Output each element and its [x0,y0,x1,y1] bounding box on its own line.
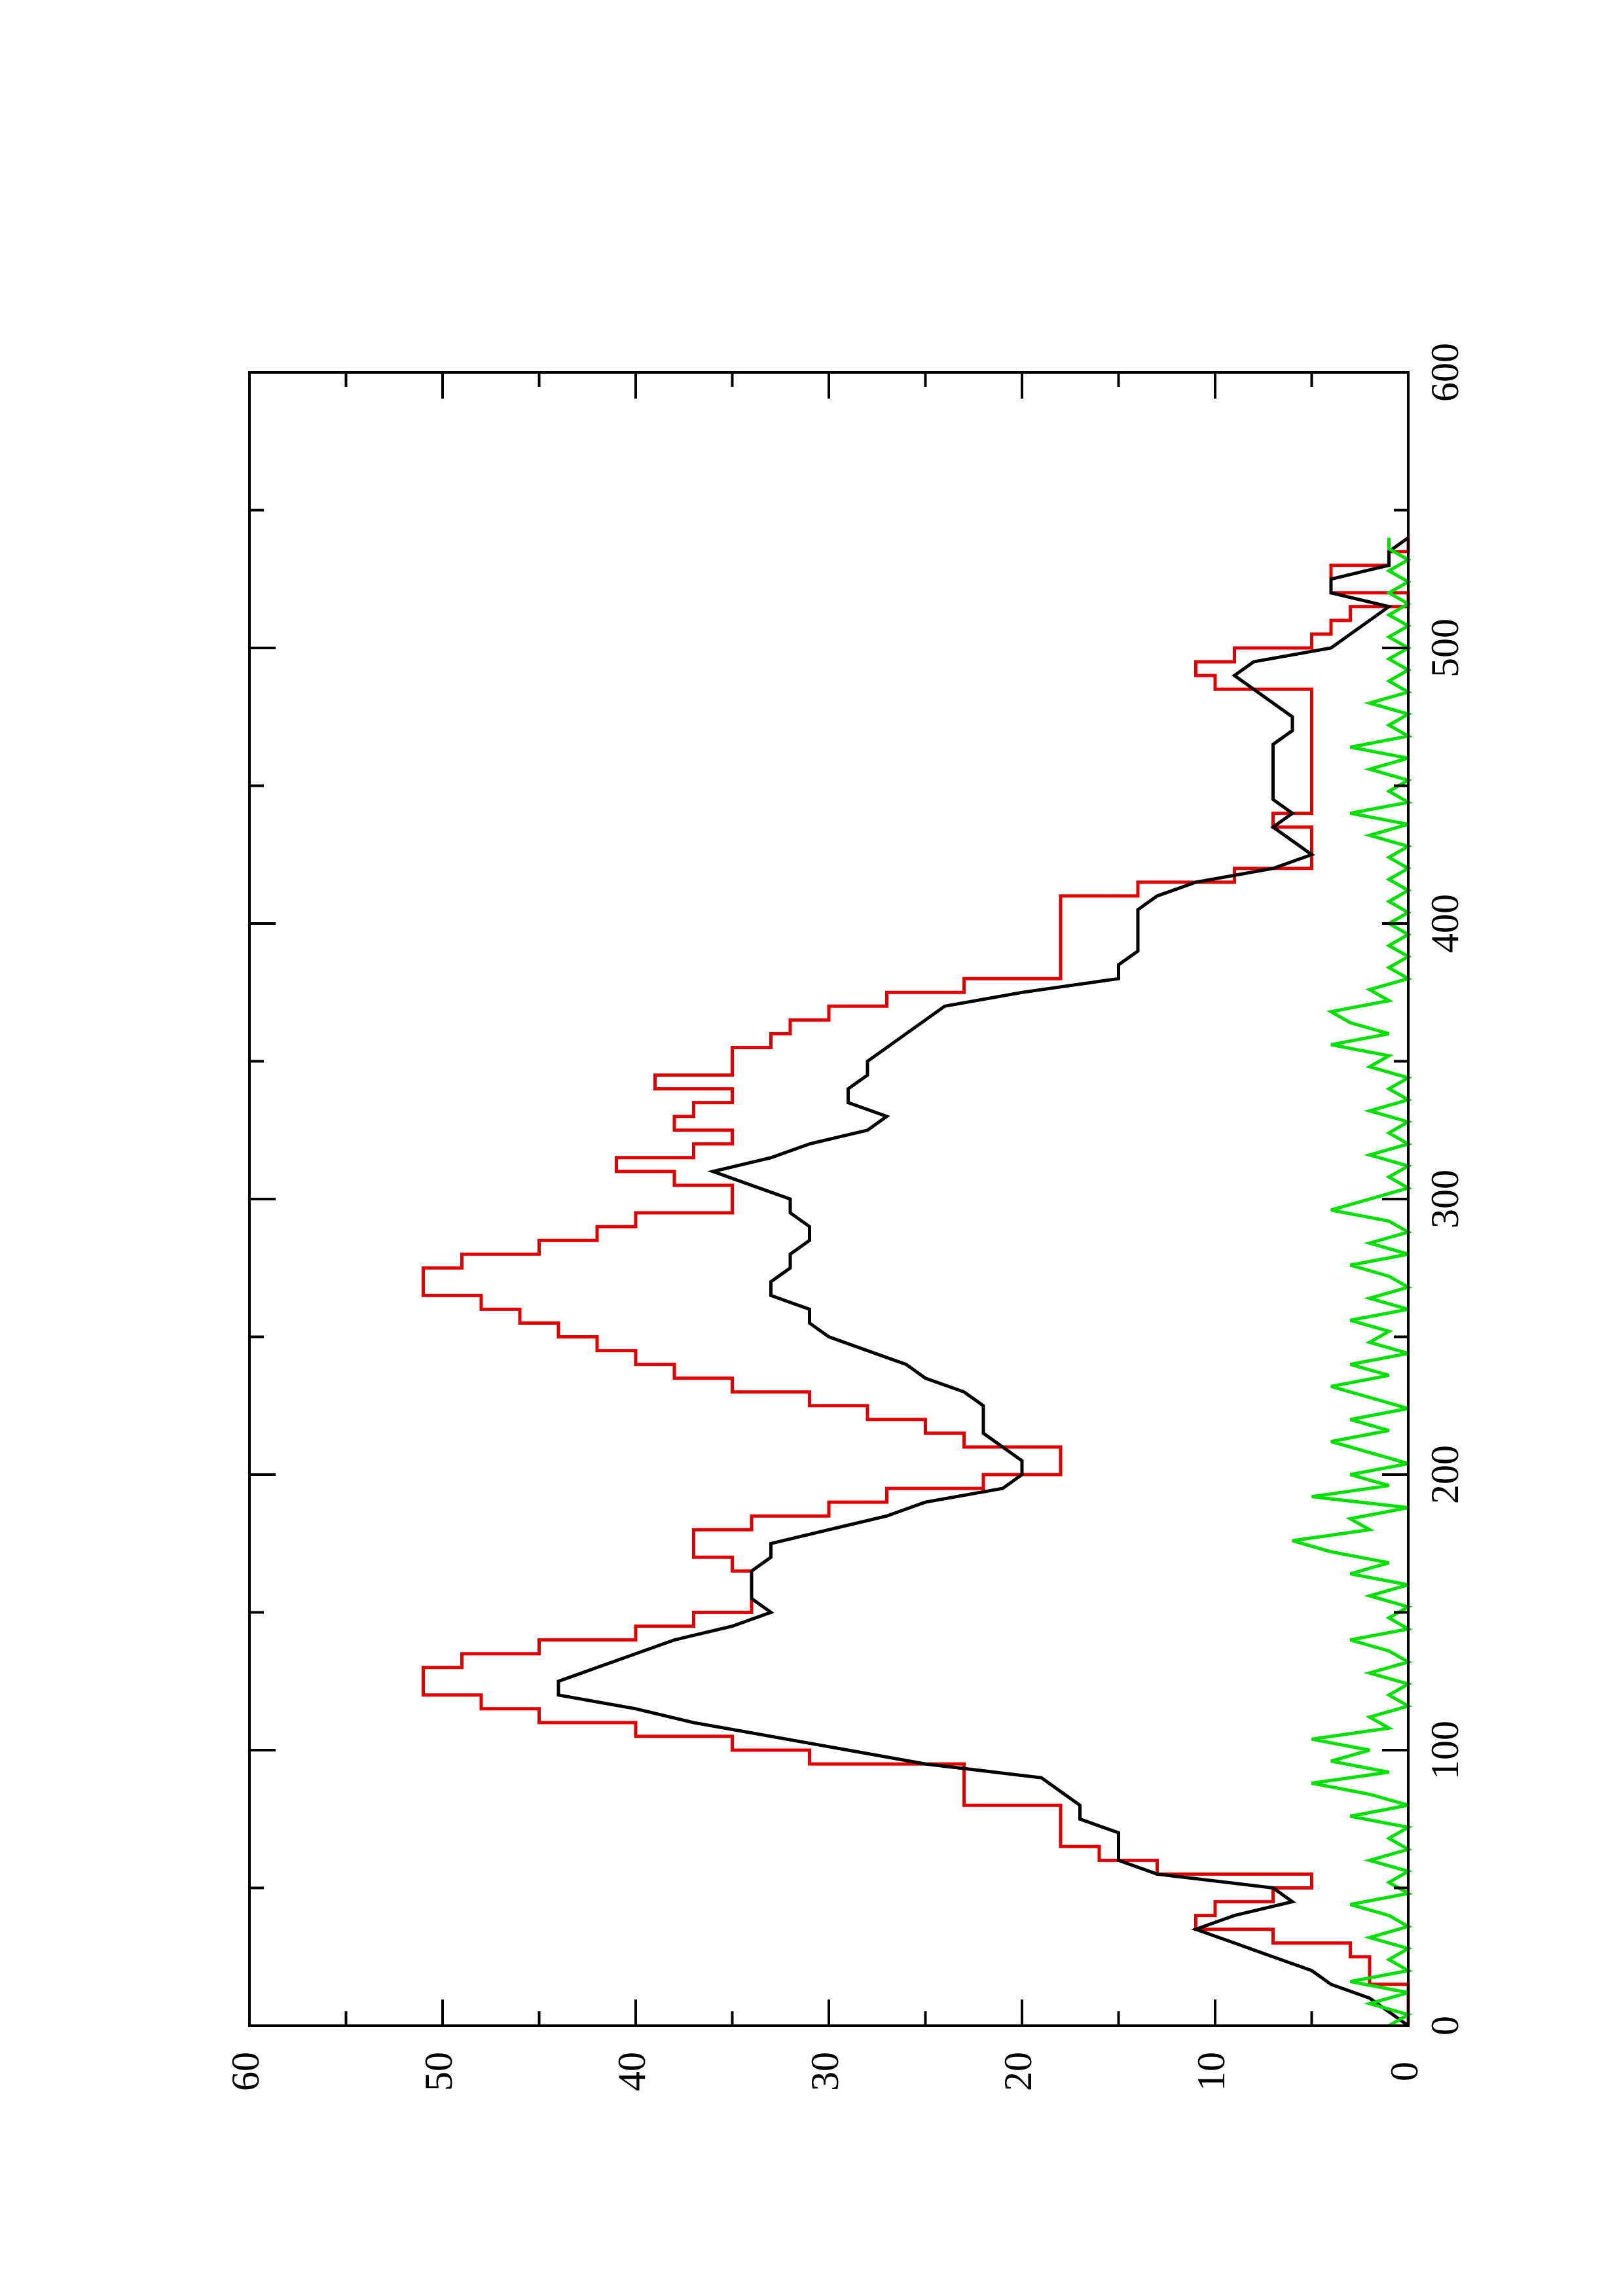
x-tick-label: 0 [1423,2016,1467,2036]
x-tick-label: 600 [1423,343,1467,402]
x-tick-label: 500 [1423,619,1467,677]
series-layer [422,536,1413,2028]
x-tick-label: 300 [1423,1170,1467,1229]
x-tick-label: 400 [1423,894,1467,953]
plot-frame [248,371,1410,2027]
series-line-2 [1292,537,1413,2028]
axis-layer: 0 100 200 300 400 500 600 0 10 20 30 40 50 60 [224,343,1467,2091]
y-tick-label: 40 [610,2052,653,2091]
x-tick-label: 100 [1423,1721,1467,1780]
series-line-1 [556,536,1410,2028]
y-tick-label: 30 [803,2052,847,2091]
x-tick-label: 200 [1423,1445,1467,1504]
y-tick-label: 60 [224,2052,267,2091]
series-line-0 [422,537,1410,2026]
y-tick-label: 50 [417,2052,460,2091]
y-tick-label: 10 [1190,2052,1233,2091]
y-tick-label: 20 [996,2052,1040,2091]
y-tick-label: 0 [1383,2062,1426,2081]
